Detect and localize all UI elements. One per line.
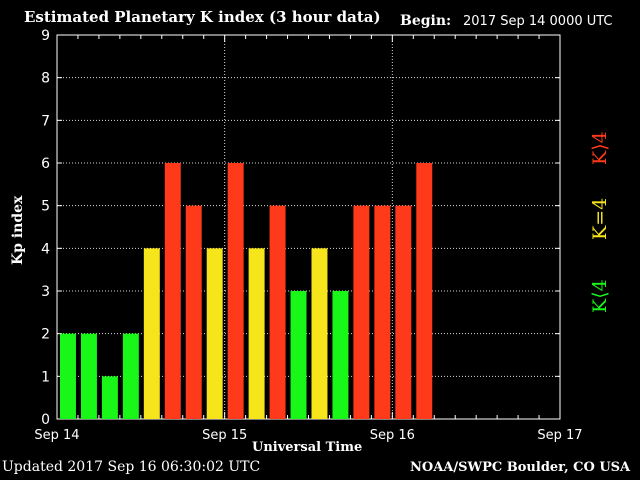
kp-bar [164, 163, 181, 419]
y-tick-label: 0 [41, 412, 50, 428]
chart-title: Estimated Planetary K index (3 hour data… [24, 8, 381, 26]
kp-bar [395, 205, 412, 419]
y-tick-label: 7 [41, 113, 50, 129]
kp-bar [311, 248, 328, 419]
kp-bar [248, 248, 265, 419]
y-tick-label: 3 [41, 284, 50, 300]
credit-text: NOAA/SWPC Boulder, CO USA [410, 460, 631, 475]
y-tick-label: 1 [41, 369, 50, 385]
kp-bar [206, 248, 223, 419]
kp-bar [227, 163, 244, 419]
x-tick-label: Sep 17 [537, 428, 582, 443]
kp-bar [185, 205, 202, 419]
legend-equal-4: K=4 [589, 197, 611, 240]
begin-label: Begin: [400, 13, 452, 29]
kp-bar [60, 333, 76, 419]
kp-bar [353, 205, 370, 419]
kp-bar [332, 291, 349, 419]
kp-bar [101, 376, 118, 419]
x-tick-label: Sep 16 [370, 428, 415, 443]
updated-timestamp: Updated 2017 Sep 16 06:30:02 UTC [2, 459, 261, 475]
kp-bar [416, 163, 433, 419]
kp-bar [374, 205, 391, 419]
x-tick-label: Sep 15 [202, 428, 247, 443]
begin-value: 2017 Sep 14 0000 UTC [463, 14, 613, 29]
kp-bar [143, 248, 160, 419]
kp-bar [269, 205, 286, 419]
kp-bar [122, 333, 139, 419]
y-tick-label: 5 [41, 199, 50, 215]
legend-below-4: K⟨4 [589, 279, 611, 313]
kp-bar [80, 333, 97, 419]
y-tick-label: 9 [41, 28, 50, 44]
y-tick-label: 6 [41, 156, 50, 172]
y-tick-label: 2 [41, 327, 50, 343]
y-axis-label: Kp index [10, 195, 26, 265]
kp-bar [290, 291, 307, 419]
x-tick-label: Sep 14 [34, 428, 79, 443]
y-tick-label: 4 [41, 241, 50, 257]
x-axis-label: Universal Time [252, 440, 363, 455]
y-tick-label: 8 [41, 71, 50, 87]
legend-above-4: K⟩4 [589, 131, 611, 165]
